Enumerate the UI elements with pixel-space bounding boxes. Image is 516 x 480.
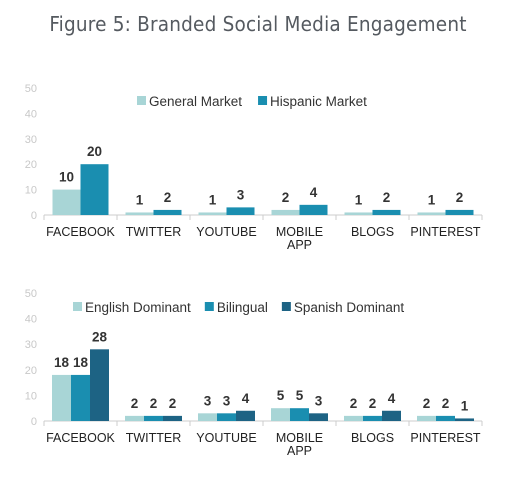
bar — [52, 189, 81, 215]
data-label: 1 — [461, 398, 469, 413]
data-label: 4 — [388, 391, 396, 406]
category-label: YOUTUBE — [196, 225, 256, 239]
category-label: PINTEREST — [410, 225, 481, 239]
bar — [417, 212, 446, 215]
y-tick-label: 30 — [25, 134, 37, 146]
data-label: 28 — [92, 329, 108, 344]
category-label: FACEBOOK — [46, 431, 115, 445]
category-label: APP — [287, 238, 312, 252]
bar — [445, 209, 474, 215]
bar — [163, 415, 182, 421]
legend-label: English Dominant — [85, 300, 191, 315]
y-tick-label: 40 — [25, 314, 37, 326]
bar — [436, 415, 455, 421]
data-label: 20 — [87, 144, 102, 159]
data-label: 2 — [369, 396, 377, 411]
category-label: YOUTUBE — [196, 431, 256, 445]
y-tick-label: 20 — [25, 365, 37, 377]
bar — [144, 415, 163, 421]
data-label: 3 — [315, 393, 323, 408]
bar — [125, 212, 154, 215]
data-label: 18 — [73, 355, 89, 370]
data-label: 3 — [223, 393, 231, 408]
data-label: 3 — [204, 393, 212, 408]
figure-title: Figure 5: Branded Social Media Engagemen… — [49, 12, 467, 36]
category-label: PINTEREST — [410, 431, 481, 445]
data-label: 3 — [237, 187, 245, 202]
data-label: 1 — [428, 192, 436, 207]
bar — [344, 212, 373, 215]
y-tick-label: 50 — [25, 83, 37, 95]
bar — [226, 207, 255, 215]
bar — [271, 209, 300, 215]
category-label: BLOGS — [351, 225, 394, 239]
bar — [52, 374, 71, 421]
bar — [153, 209, 182, 215]
data-label: 5 — [277, 388, 285, 403]
bar — [90, 349, 109, 421]
y-tick-label: 0 — [31, 416, 37, 428]
bar — [363, 415, 382, 421]
legend-label: General Market — [149, 94, 242, 109]
data-label: 2 — [350, 396, 358, 411]
y-tick-label: 50 — [25, 288, 37, 300]
data-label: 1 — [355, 192, 363, 207]
category-label: TWITTER — [126, 225, 182, 239]
bar — [344, 415, 363, 421]
legend-swatch — [204, 302, 214, 311]
bar — [236, 410, 255, 421]
legend-label: Hispanic Market — [270, 94, 367, 109]
legend-label: Bilingual — [217, 300, 268, 315]
category-label: MOBILE — [276, 431, 323, 445]
y-tick-label: 40 — [25, 108, 37, 120]
y-tick-label: 10 — [25, 390, 37, 402]
bar — [382, 410, 401, 421]
legend-swatch — [137, 96, 146, 105]
bar — [290, 408, 309, 421]
category-label: BLOGS — [351, 431, 394, 445]
legend-swatch — [281, 302, 291, 311]
category-label: APP — [287, 444, 312, 458]
bar — [217, 413, 236, 421]
bar — [372, 209, 401, 215]
data-label: 2 — [383, 190, 391, 205]
bar — [71, 374, 90, 421]
y-tick-label: 20 — [25, 159, 37, 171]
bar — [198, 212, 227, 215]
data-label: 1 — [136, 192, 144, 207]
bar — [309, 413, 328, 421]
legend-swatch — [73, 302, 82, 311]
data-label: 5 — [296, 388, 304, 403]
legend-label: Spanish Dominant — [294, 300, 405, 315]
bar — [198, 413, 217, 421]
category-label: FACEBOOK — [46, 225, 115, 239]
data-label: 2 — [442, 396, 450, 411]
data-label: 2 — [131, 396, 139, 411]
y-tick-label: 30 — [25, 339, 37, 351]
data-label: 4 — [242, 391, 250, 406]
bar — [125, 415, 144, 421]
data-label: 2 — [423, 396, 431, 411]
bar — [271, 408, 290, 421]
y-tick-label: 0 — [31, 210, 37, 222]
data-label: 2 — [150, 396, 158, 411]
category-label: MOBILE — [276, 225, 323, 239]
bar — [417, 415, 436, 421]
bar — [80, 164, 109, 215]
data-label: 1 — [209, 192, 217, 207]
data-label: 18 — [54, 355, 70, 370]
data-label: 10 — [59, 170, 74, 185]
data-label: 2 — [456, 190, 464, 205]
legend-swatch — [258, 96, 268, 105]
data-label: 2 — [169, 396, 177, 411]
data-label: 2 — [282, 190, 290, 205]
data-label: 2 — [164, 190, 172, 205]
data-label: 4 — [310, 185, 318, 200]
category-label: TWITTER — [126, 431, 182, 445]
bar — [299, 204, 328, 215]
bar — [455, 418, 474, 421]
y-tick-label: 10 — [25, 185, 37, 197]
